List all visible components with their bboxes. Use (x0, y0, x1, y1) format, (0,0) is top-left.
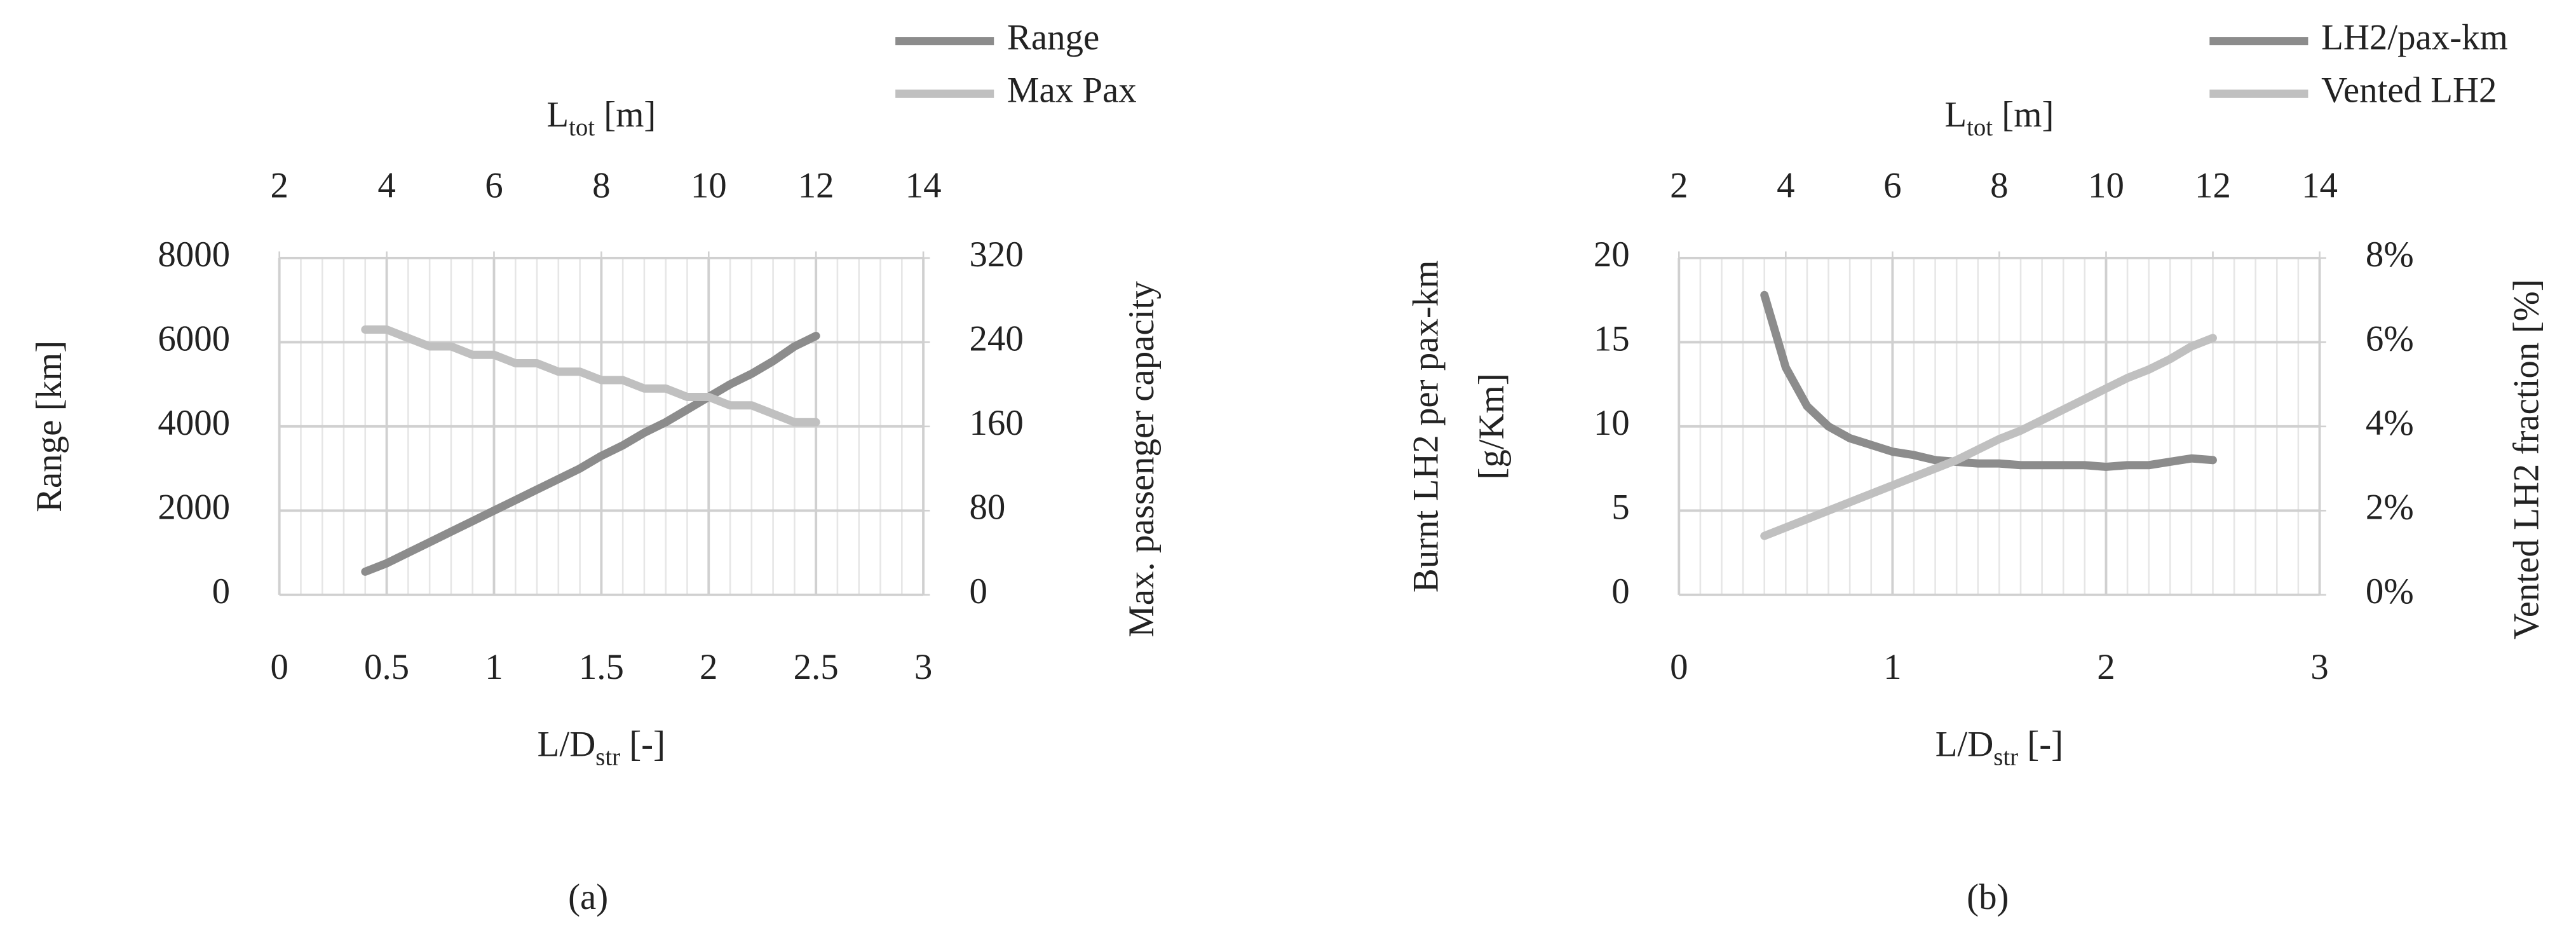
x-tick-label: 3 (914, 647, 932, 687)
y-tick-label: 5 (1611, 487, 1629, 527)
series-line (1760, 290, 2217, 471)
y2-tick-label: 8% (2366, 235, 2414, 275)
x-tick-label: 1 (485, 647, 503, 687)
axis-title-main: L/D (538, 724, 596, 764)
x2-tick-label: 14 (905, 165, 942, 205)
x-tick-label: 0 (270, 647, 288, 687)
legend-label: Vented LH2 (2321, 70, 2497, 110)
axis-title-main: L/D (1935, 724, 1994, 764)
y2-tick-label: 80 (969, 487, 1005, 527)
axis-title: Ltot [m] (546, 95, 656, 141)
series-line (1760, 334, 2217, 540)
y2-tick-label: 160 (969, 403, 1023, 443)
y2-tick-label: 320 (969, 235, 1023, 275)
axis-title-rest: [m] (595, 95, 656, 135)
y-tick-label: 4000 (158, 403, 230, 443)
y2-tick-label: 0% (2366, 571, 2414, 611)
y-tick-label: 15 (1594, 318, 1630, 358)
axis-title-main: L (546, 95, 569, 135)
x2-tick-label: 4 (1777, 165, 1794, 205)
axis-title-sub: str (1993, 743, 2018, 770)
x2-tick-label: 2 (270, 165, 288, 205)
x2-tick-label: 14 (2301, 165, 2338, 205)
y-tick-label: 0 (212, 571, 230, 611)
axis-title-sub: tot (569, 114, 595, 141)
series-line (361, 325, 820, 427)
y2-tick-label: 2% (2366, 487, 2414, 527)
y2-axis-title: Vented LH2 fraction [%] (2506, 279, 2546, 639)
y-tick-label: 2000 (158, 487, 230, 527)
axis-title: L/Dstr [-] (1935, 724, 2063, 770)
x-tick-label: 2 (2097, 647, 2115, 687)
y2-tick-label: 0 (969, 571, 987, 611)
axis-title-sub: str (595, 743, 620, 770)
y-tick-label: 0 (1611, 571, 1629, 611)
series-line (361, 331, 820, 576)
x2-tick-label: 6 (1883, 165, 1901, 205)
axis-title-rest: [m] (1993, 95, 2054, 135)
legend-label: Range (1007, 18, 1099, 58)
axis-title-sub: tot (1967, 114, 1993, 141)
y2-tick-label: 240 (969, 318, 1023, 358)
axis-title-rest: [-] (620, 724, 665, 764)
x-tick-label: 0.5 (364, 647, 409, 687)
axis-title: L/Dstr [-] (538, 724, 665, 770)
caption: (b) (1967, 877, 2009, 917)
y-axis-title: Burnt LH2 per pax-km (1406, 261, 1446, 593)
x2-tick-label: 4 (377, 165, 395, 205)
legend-label: Max Pax (1007, 70, 1137, 110)
y2-tick-label: 6% (2366, 318, 2414, 358)
x-tick-label: 3 (2310, 647, 2328, 687)
y-tick-label: 10 (1594, 403, 1630, 443)
y-axis-title: Range [km] (29, 341, 69, 512)
y-tick-label: 6000 (158, 318, 230, 358)
y-axis-title: [g/Km] (1472, 373, 1512, 479)
y-tick-label: 20 (1594, 235, 1630, 275)
y2-axis-title: Max. passenger capacity (1122, 281, 1162, 638)
axis-title-main: L (1944, 95, 1967, 135)
y-tick-label: 8000 (158, 235, 230, 275)
x2-tick-label: 8 (592, 165, 610, 205)
y2-tick-label: 4% (2366, 403, 2414, 443)
axis-title: Ltot [m] (1944, 95, 2054, 141)
axis-title-rest: [-] (2018, 724, 2063, 764)
x2-tick-label: 10 (691, 165, 727, 205)
x2-tick-label: 12 (798, 165, 834, 205)
x-tick-label: 1.5 (579, 647, 624, 687)
x2-tick-label: 8 (1990, 165, 2008, 205)
x2-tick-label: 6 (485, 165, 503, 205)
legend-label: LH2/pax-km (2321, 18, 2508, 58)
x-tick-label: 2.5 (794, 647, 839, 687)
x2-tick-label: 12 (2195, 165, 2231, 205)
x2-tick-label: 2 (1670, 165, 1688, 205)
x-tick-label: 2 (700, 647, 717, 687)
x-tick-label: 1 (1883, 647, 1901, 687)
caption: (a) (568, 877, 608, 917)
x-tick-label: 0 (1670, 647, 1688, 687)
x2-tick-label: 10 (2088, 165, 2124, 205)
